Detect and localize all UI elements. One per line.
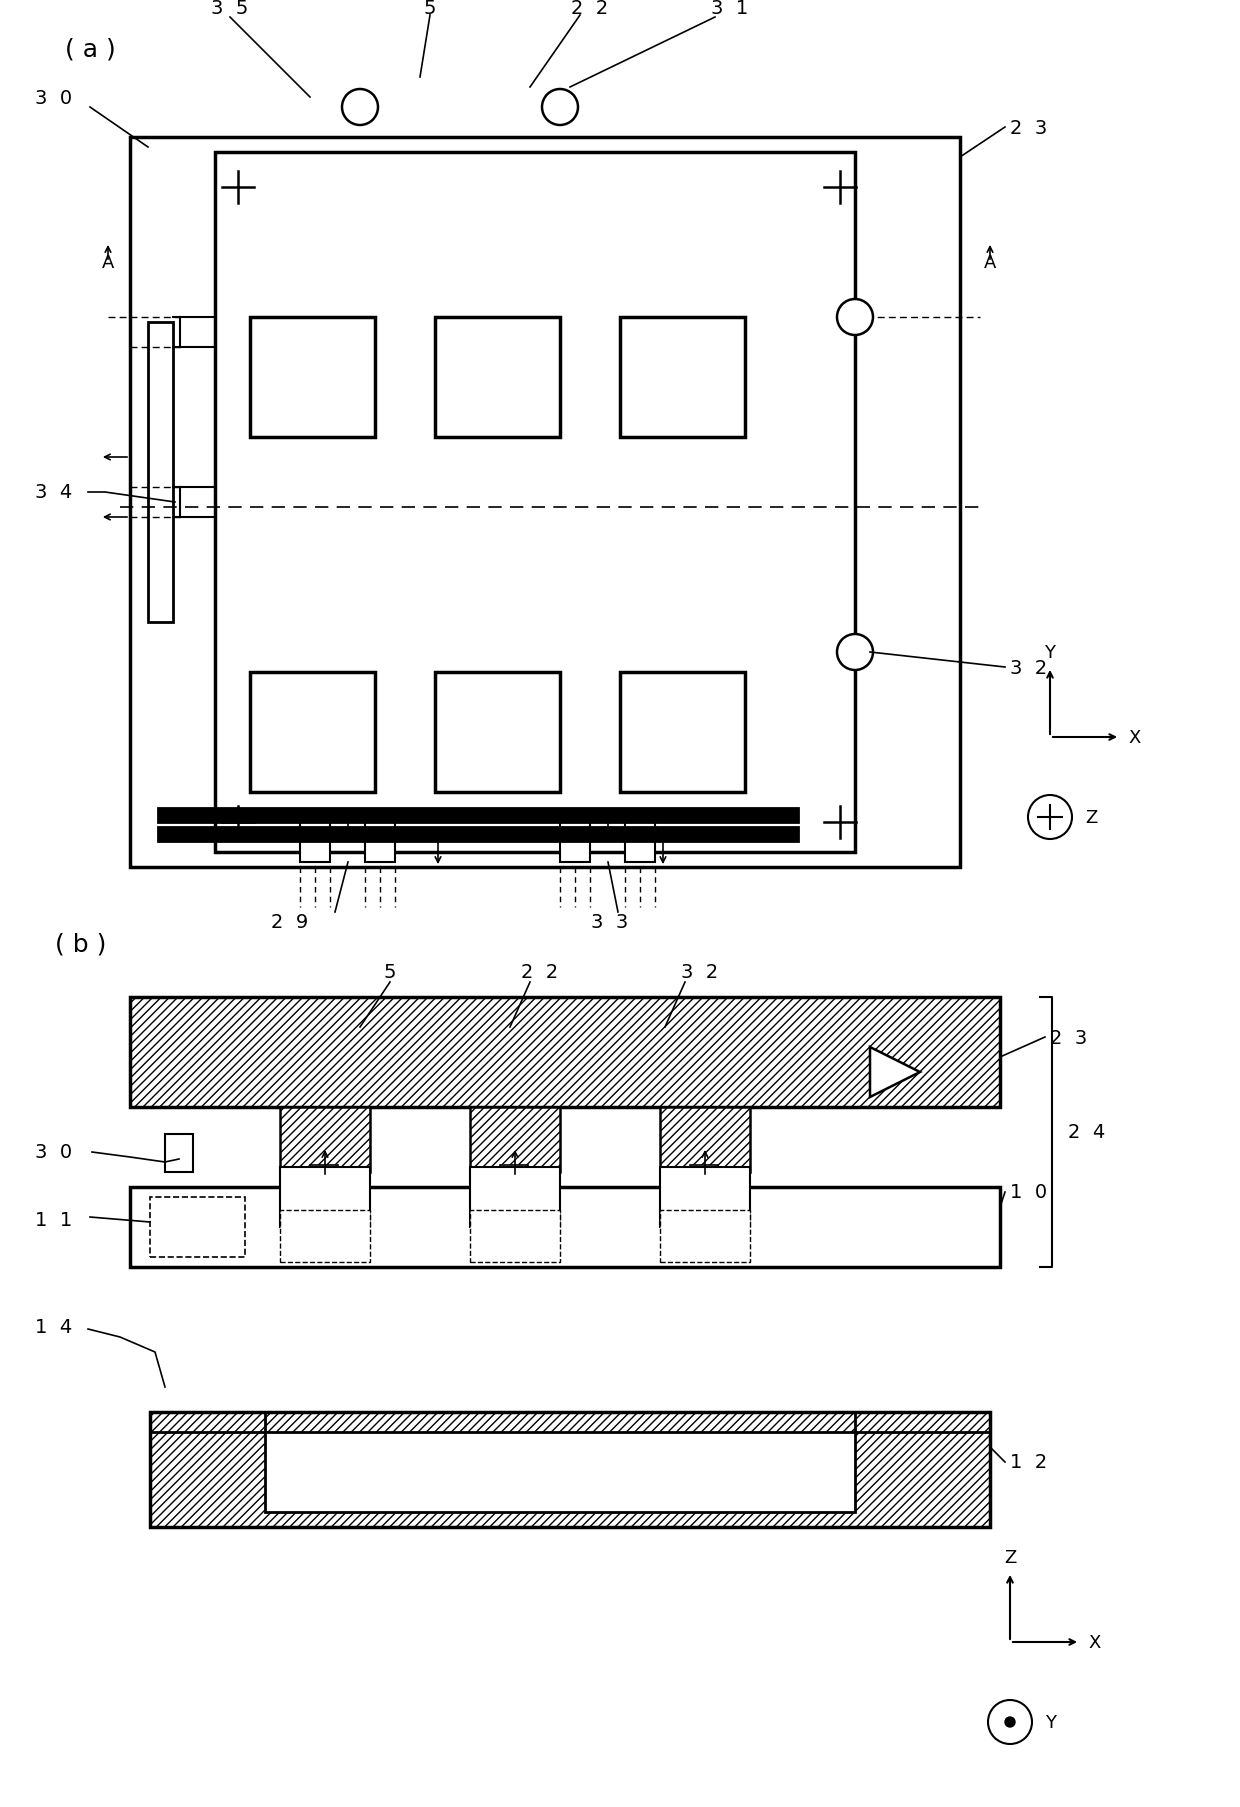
- Bar: [660, 1108, 750, 1173]
- Text: 3  1: 3 1: [712, 0, 749, 18]
- Text: 2  3: 2 3: [1011, 119, 1048, 137]
- Circle shape: [837, 300, 873, 336]
- Text: 5: 5: [383, 963, 397, 981]
- Bar: [310, 1166, 339, 1178]
- Text: ( a ): ( a ): [64, 38, 115, 61]
- Text: 3  0: 3 0: [35, 89, 72, 107]
- Text: 2  9: 2 9: [272, 913, 309, 932]
- Text: 2  2: 2 2: [521, 963, 559, 981]
- Bar: [280, 1167, 370, 1227]
- Text: X: X: [1089, 1634, 1101, 1652]
- Text: 2  4: 2 4: [1068, 1122, 1105, 1142]
- Text: 1  2: 1 2: [1011, 1453, 1048, 1471]
- Bar: [130, 1187, 999, 1267]
- Text: Z: Z: [1085, 808, 1097, 826]
- Bar: [660, 1211, 750, 1263]
- Bar: [560, 822, 590, 862]
- Bar: [365, 822, 396, 862]
- Bar: [470, 1108, 560, 1173]
- Text: A: A: [983, 253, 996, 271]
- Bar: [689, 1166, 718, 1178]
- Bar: [150, 1413, 990, 1527]
- Circle shape: [342, 90, 378, 126]
- Bar: [150, 1198, 246, 1258]
- Text: 3  2: 3 2: [1011, 658, 1048, 678]
- Bar: [130, 137, 960, 867]
- Bar: [148, 323, 174, 623]
- Text: 1  4: 1 4: [35, 1317, 72, 1337]
- Text: Y: Y: [1045, 1713, 1056, 1731]
- Circle shape: [1004, 1717, 1016, 1727]
- Text: 2  3: 2 3: [1050, 1028, 1087, 1046]
- Bar: [620, 318, 745, 437]
- Bar: [265, 1433, 856, 1512]
- Circle shape: [542, 90, 578, 126]
- Bar: [130, 997, 999, 1108]
- Text: 1  0: 1 0: [1011, 1184, 1047, 1202]
- Text: 3  0: 3 0: [35, 1142, 72, 1162]
- Text: 2  2: 2 2: [572, 0, 609, 18]
- Bar: [625, 822, 655, 862]
- Text: X: X: [1128, 728, 1141, 746]
- Text: ( b ): ( b ): [55, 932, 107, 956]
- Bar: [157, 828, 799, 842]
- Text: 5: 5: [424, 0, 436, 18]
- Bar: [280, 1108, 370, 1173]
- Bar: [215, 154, 856, 853]
- Text: 1  1: 1 1: [35, 1211, 72, 1229]
- Bar: [470, 1167, 560, 1227]
- Text: A: A: [102, 253, 114, 271]
- Circle shape: [837, 634, 873, 670]
- Bar: [435, 672, 560, 793]
- Text: 3  3: 3 3: [591, 913, 629, 932]
- Text: 3  5: 3 5: [211, 0, 249, 18]
- Circle shape: [988, 1700, 1032, 1744]
- Bar: [660, 1167, 750, 1227]
- Bar: [250, 318, 374, 437]
- Polygon shape: [870, 1048, 920, 1097]
- Bar: [157, 808, 799, 822]
- Circle shape: [1028, 795, 1073, 840]
- Bar: [435, 318, 560, 437]
- Text: Y: Y: [1044, 643, 1055, 661]
- Text: Z: Z: [1004, 1549, 1016, 1567]
- Bar: [280, 1211, 370, 1263]
- Bar: [250, 672, 374, 793]
- Bar: [165, 1135, 193, 1173]
- Bar: [620, 672, 745, 793]
- Bar: [300, 822, 330, 862]
- Text: 3  4: 3 4: [35, 482, 72, 502]
- Bar: [500, 1166, 528, 1178]
- Bar: [470, 1211, 560, 1263]
- Text: 3  2: 3 2: [681, 963, 719, 981]
